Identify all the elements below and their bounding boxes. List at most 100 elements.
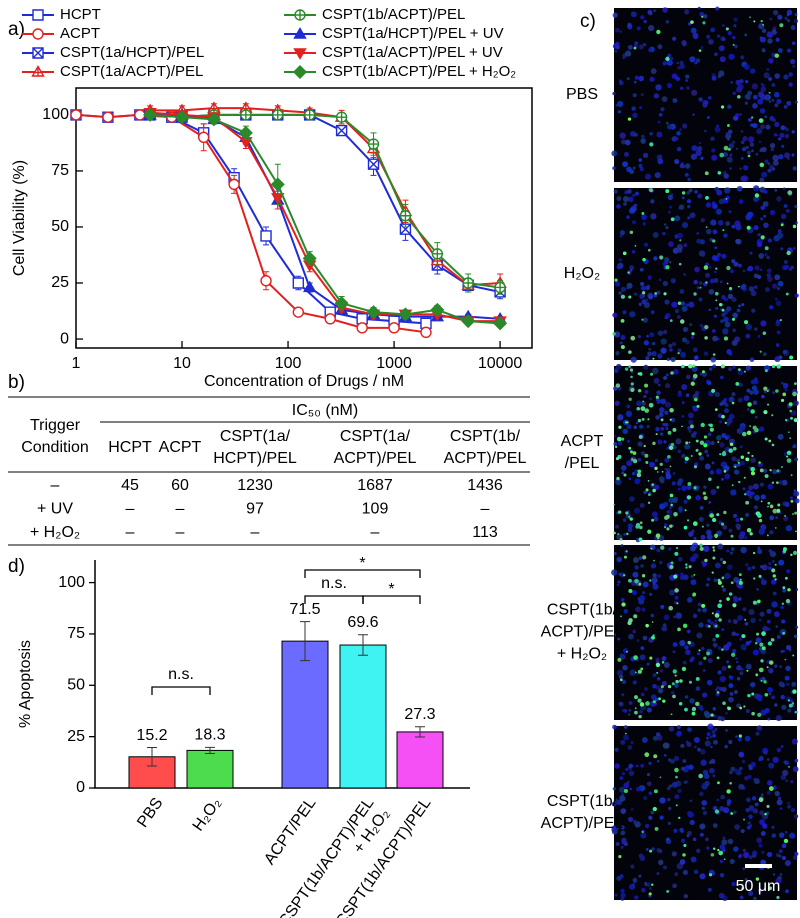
- nucleus: [762, 201, 769, 207]
- green-signal: [739, 706, 743, 710]
- nucleus: [685, 765, 689, 769]
- data-point: [462, 277, 474, 289]
- nucleus: [781, 619, 786, 624]
- nucleus: [793, 247, 796, 250]
- nucleus: [666, 357, 671, 362]
- nucleus: [760, 565, 764, 569]
- nucleus: [760, 205, 766, 211]
- nucleus: [740, 156, 744, 160]
- green-signal: [794, 511, 798, 515]
- nucleus: [739, 531, 746, 537]
- nucleus: [617, 110, 622, 114]
- nucleus: [699, 455, 705, 461]
- data-point: [420, 317, 432, 330]
- nucleus: [708, 266, 712, 269]
- nucleus: [715, 208, 723, 215]
- nucleus: [699, 873, 706, 880]
- green-signal: [665, 189, 670, 194]
- green-signal: [698, 649, 701, 652]
- nucleus: [664, 299, 670, 305]
- nucleus: [747, 90, 753, 96]
- green-signal: [616, 476, 620, 481]
- green-signal: [795, 530, 797, 533]
- nucleus: [785, 889, 789, 894]
- green-signal: [639, 521, 643, 525]
- nucleus: [759, 177, 765, 183]
- green-signal: [672, 694, 676, 699]
- nucleus: [775, 516, 779, 520]
- nucleus: [784, 830, 788, 834]
- nucleus: [719, 56, 726, 63]
- nucleus: [697, 602, 702, 607]
- nucleus: [657, 439, 663, 445]
- green-signal: [783, 547, 787, 552]
- nucleus: [643, 242, 649, 247]
- green-signal: [722, 701, 726, 705]
- green-signal: [731, 401, 735, 405]
- nucleus: [653, 93, 660, 99]
- nucleus: [655, 415, 660, 420]
- green-signal: [715, 267, 718, 270]
- green-signal: [743, 705, 746, 708]
- nucleus: [620, 845, 624, 849]
- nucleus: [781, 382, 784, 385]
- nucleus: [702, 782, 706, 787]
- green-signal: [767, 641, 773, 646]
- nucleus: [632, 819, 637, 825]
- nucleus: [751, 565, 756, 570]
- green-signal: [638, 714, 642, 719]
- green-signal: [772, 574, 776, 578]
- green-signal: [617, 533, 620, 536]
- nucleus: [736, 703, 741, 709]
- green-signal: [616, 436, 622, 442]
- nucleus: [736, 458, 741, 463]
- nucleus: [666, 373, 669, 377]
- nucleus: [792, 855, 798, 860]
- nucleus: [689, 819, 695, 826]
- nucleus: [636, 400, 642, 407]
- nucleus: [764, 390, 767, 394]
- nucleus: [748, 487, 752, 491]
- nucleus: [794, 100, 798, 104]
- nucleus: [619, 234, 623, 238]
- nucleus: [669, 205, 672, 209]
- nucleus: [716, 435, 722, 441]
- green-signal: [763, 680, 767, 684]
- nucleus: [768, 100, 772, 103]
- green-signal: [618, 425, 622, 429]
- nucleus: [653, 575, 657, 580]
- nucleus: [724, 436, 729, 440]
- nucleus: [752, 483, 759, 490]
- green-signal: [695, 439, 699, 443]
- nucleus: [725, 711, 728, 715]
- nucleus: [763, 222, 769, 228]
- nucleus: [759, 36, 766, 43]
- green-signal: [766, 666, 769, 669]
- nucleus: [681, 415, 685, 418]
- nucleus: [791, 681, 797, 687]
- green-signal: [784, 658, 787, 661]
- nucleus: [674, 309, 679, 314]
- nucleus: [671, 781, 678, 788]
- green-signal: [717, 848, 720, 852]
- table-cell: 1436: [467, 477, 503, 494]
- green-signal: [637, 469, 642, 474]
- green-signal: [754, 427, 759, 433]
- nucleus: [740, 546, 747, 554]
- nucleus: [779, 132, 785, 138]
- green-signal: [716, 485, 720, 489]
- nucleus: [639, 267, 644, 272]
- nucleus: [728, 739, 733, 745]
- nucleus: [689, 323, 693, 327]
- nucleus: [684, 9, 690, 15]
- nucleus: [728, 367, 733, 372]
- nucleus: [785, 525, 792, 532]
- nucleus: [756, 837, 763, 844]
- green-signal: [776, 895, 780, 900]
- nucleus: [723, 397, 727, 402]
- nucleus: [731, 339, 738, 347]
- legend-label: CSPT(1a/ACPT)/PEL + UV: [322, 44, 503, 61]
- nucleus: [776, 196, 782, 202]
- green-signal: [623, 555, 627, 559]
- nucleus: [723, 173, 729, 179]
